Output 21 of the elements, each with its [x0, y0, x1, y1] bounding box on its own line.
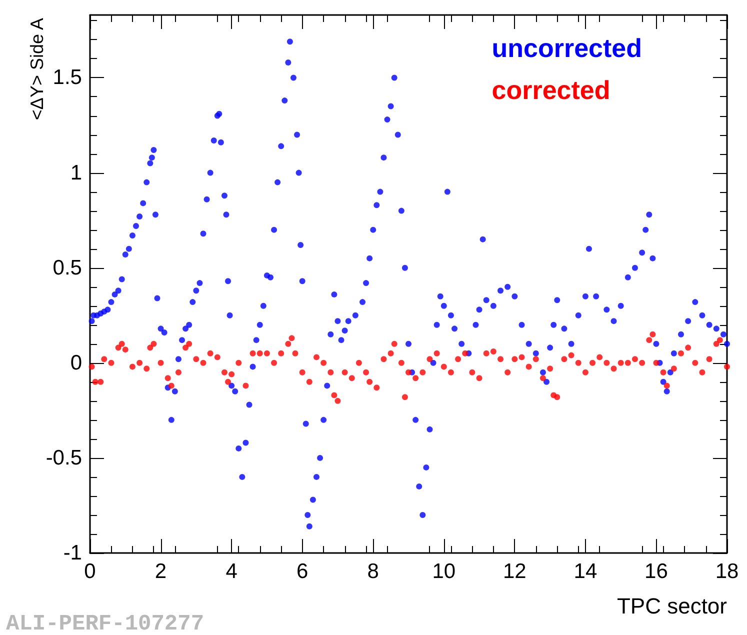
- x-tick-label: 14: [574, 560, 598, 583]
- x-tick-label: 10: [432, 560, 456, 583]
- y-tick-label: 0: [70, 351, 82, 374]
- x-tick-label: 12: [502, 560, 526, 583]
- text: corrected: [492, 75, 610, 105]
- text: ALI-PERF-107277: [6, 612, 204, 635]
- x-tick-label: 18: [715, 560, 739, 583]
- x-tick-label: 8: [367, 560, 379, 583]
- x-tick-label: 6: [296, 560, 308, 583]
- y-tick-label: 1: [70, 161, 82, 184]
- y-tick-label: -0.5: [46, 446, 82, 470]
- x-axis-title: TPC sector: [616, 594, 727, 618]
- x-tick-label: 2: [154, 560, 167, 583]
- x-tick-label: 16: [644, 560, 668, 583]
- y-tick-label: 1.5: [52, 66, 82, 90]
- y-tick-label: -1: [63, 542, 82, 564]
- x-tick-label: 0: [84, 560, 96, 583]
- x-tick-label: 4: [226, 560, 238, 583]
- y-tick-label: 0.5: [52, 256, 82, 280]
- y-axis-title: <ΔY> Side A: [27, 18, 47, 120]
- text: uncorrected: [492, 33, 642, 63]
